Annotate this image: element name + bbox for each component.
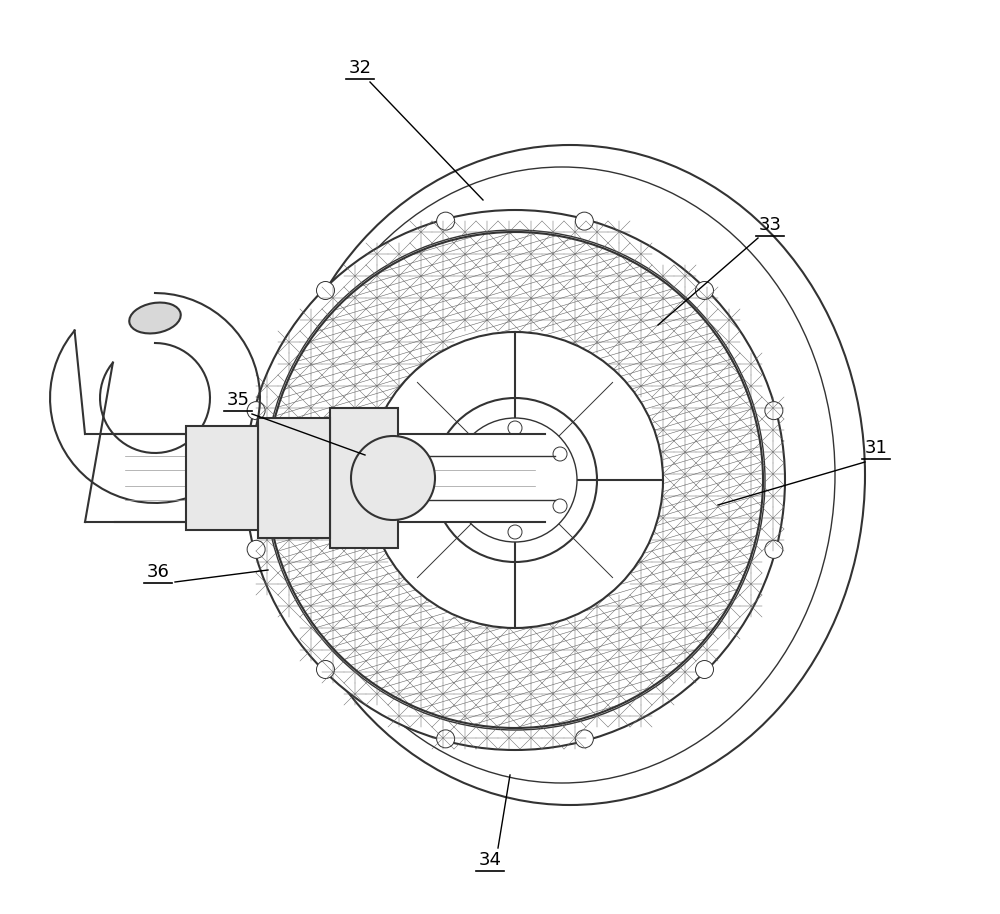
Circle shape — [553, 447, 567, 461]
Text: 32: 32 — [349, 59, 372, 77]
Circle shape — [247, 401, 265, 420]
Circle shape — [463, 447, 477, 461]
Circle shape — [453, 418, 577, 542]
Circle shape — [765, 401, 783, 420]
Circle shape — [433, 398, 597, 562]
Circle shape — [367, 332, 663, 628]
Circle shape — [316, 282, 334, 300]
Circle shape — [508, 525, 522, 539]
Circle shape — [575, 730, 593, 748]
Ellipse shape — [129, 303, 181, 334]
Bar — [65, 434, 545, 522]
Circle shape — [765, 540, 783, 558]
Text: 33: 33 — [759, 216, 782, 234]
Circle shape — [508, 421, 522, 435]
Text: 36: 36 — [147, 563, 169, 581]
Text: 35: 35 — [226, 391, 250, 409]
Circle shape — [351, 436, 435, 520]
Circle shape — [245, 210, 785, 750]
Circle shape — [437, 212, 455, 230]
Circle shape — [696, 661, 714, 678]
Circle shape — [463, 499, 477, 513]
Circle shape — [316, 661, 334, 678]
Text: 34: 34 — [479, 851, 502, 869]
Circle shape — [696, 282, 714, 300]
Circle shape — [437, 730, 455, 748]
Circle shape — [553, 499, 567, 513]
Bar — [330, 408, 398, 548]
Bar — [186, 426, 258, 530]
Circle shape — [247, 540, 265, 558]
Circle shape — [367, 332, 663, 628]
Circle shape — [575, 212, 593, 230]
Bar — [258, 418, 330, 538]
Text: 31: 31 — [865, 439, 887, 457]
